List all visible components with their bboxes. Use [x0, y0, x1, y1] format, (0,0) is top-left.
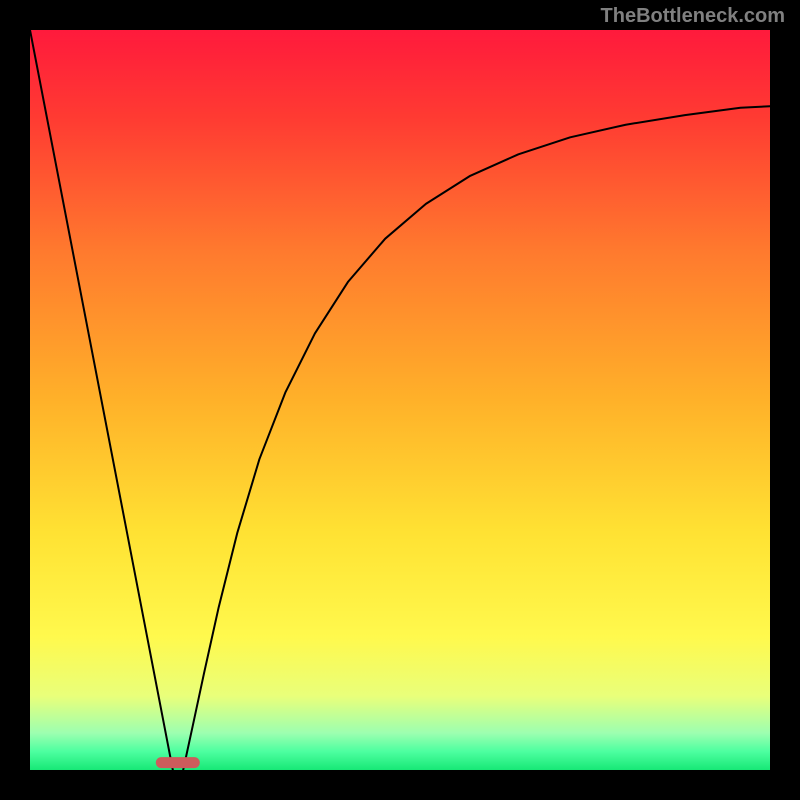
plot-area	[30, 30, 770, 770]
watermark-text: TheBottleneck.com	[601, 5, 785, 28]
bottleneck-marker	[156, 757, 200, 769]
plot-background	[30, 30, 770, 770]
chart-container: TheBottleneck.com	[0, 0, 800, 800]
